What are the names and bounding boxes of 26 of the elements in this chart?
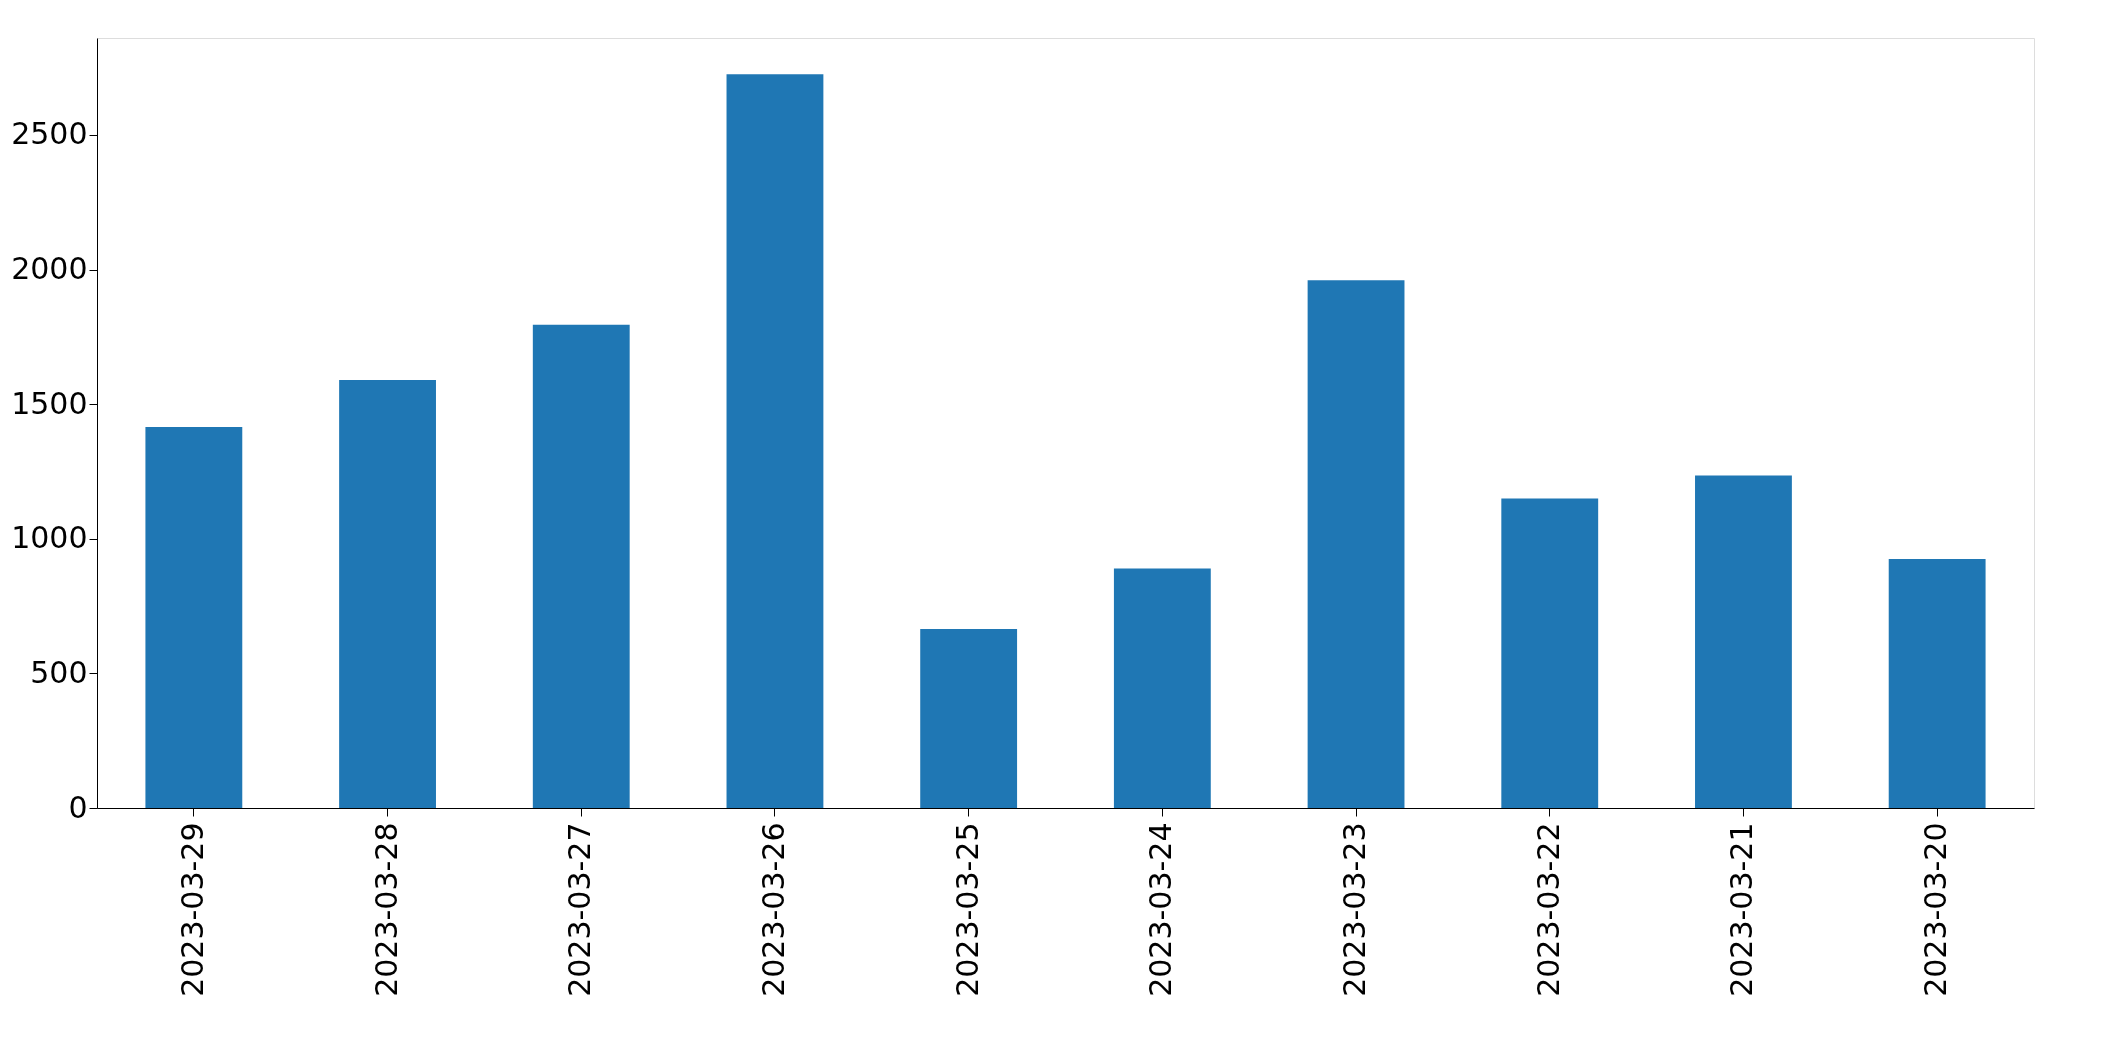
- bar: [1888, 558, 1986, 808]
- x-tick-label: 2023-03-22: [1530, 822, 1566, 997]
- y-tick-label: 2500: [11, 116, 88, 152]
- bar: [1113, 568, 1211, 808]
- bar: [1695, 475, 1792, 808]
- bar: [1501, 498, 1599, 808]
- y-tick-label: 2000: [11, 251, 88, 287]
- bar: [920, 628, 1018, 808]
- y-tick-label: 500: [30, 654, 88, 690]
- bar: [145, 427, 243, 808]
- x-tick-label: 2023-03-24: [1143, 822, 1179, 997]
- x-tick-label: 2023-03-27: [562, 822, 598, 997]
- x-tick-label: 2023-03-20: [1918, 822, 1954, 997]
- y-tick-label: 1500: [11, 385, 88, 421]
- bar: [726, 74, 824, 808]
- y-tick-label: 1000: [11, 520, 88, 556]
- x-tick-label: 2023-03-26: [755, 822, 791, 997]
- y-tick-label: 0: [68, 789, 88, 825]
- x-tick-label: 2023-03-25: [949, 822, 985, 997]
- x-tick-label: 2023-03-29: [174, 822, 210, 997]
- bar: [339, 379, 436, 808]
- x-tick-label: 2023-03-23: [1337, 822, 1373, 997]
- x-tick-label: 2023-03-28: [368, 822, 404, 997]
- bar: [1307, 280, 1405, 808]
- x-tick-label: 2023-03-21: [1724, 822, 1760, 997]
- bar: [532, 324, 630, 808]
